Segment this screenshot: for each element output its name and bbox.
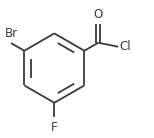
Text: F: F [51,121,58,134]
Text: Br: Br [5,27,18,40]
Text: O: O [94,8,103,21]
Text: Cl: Cl [120,40,131,53]
